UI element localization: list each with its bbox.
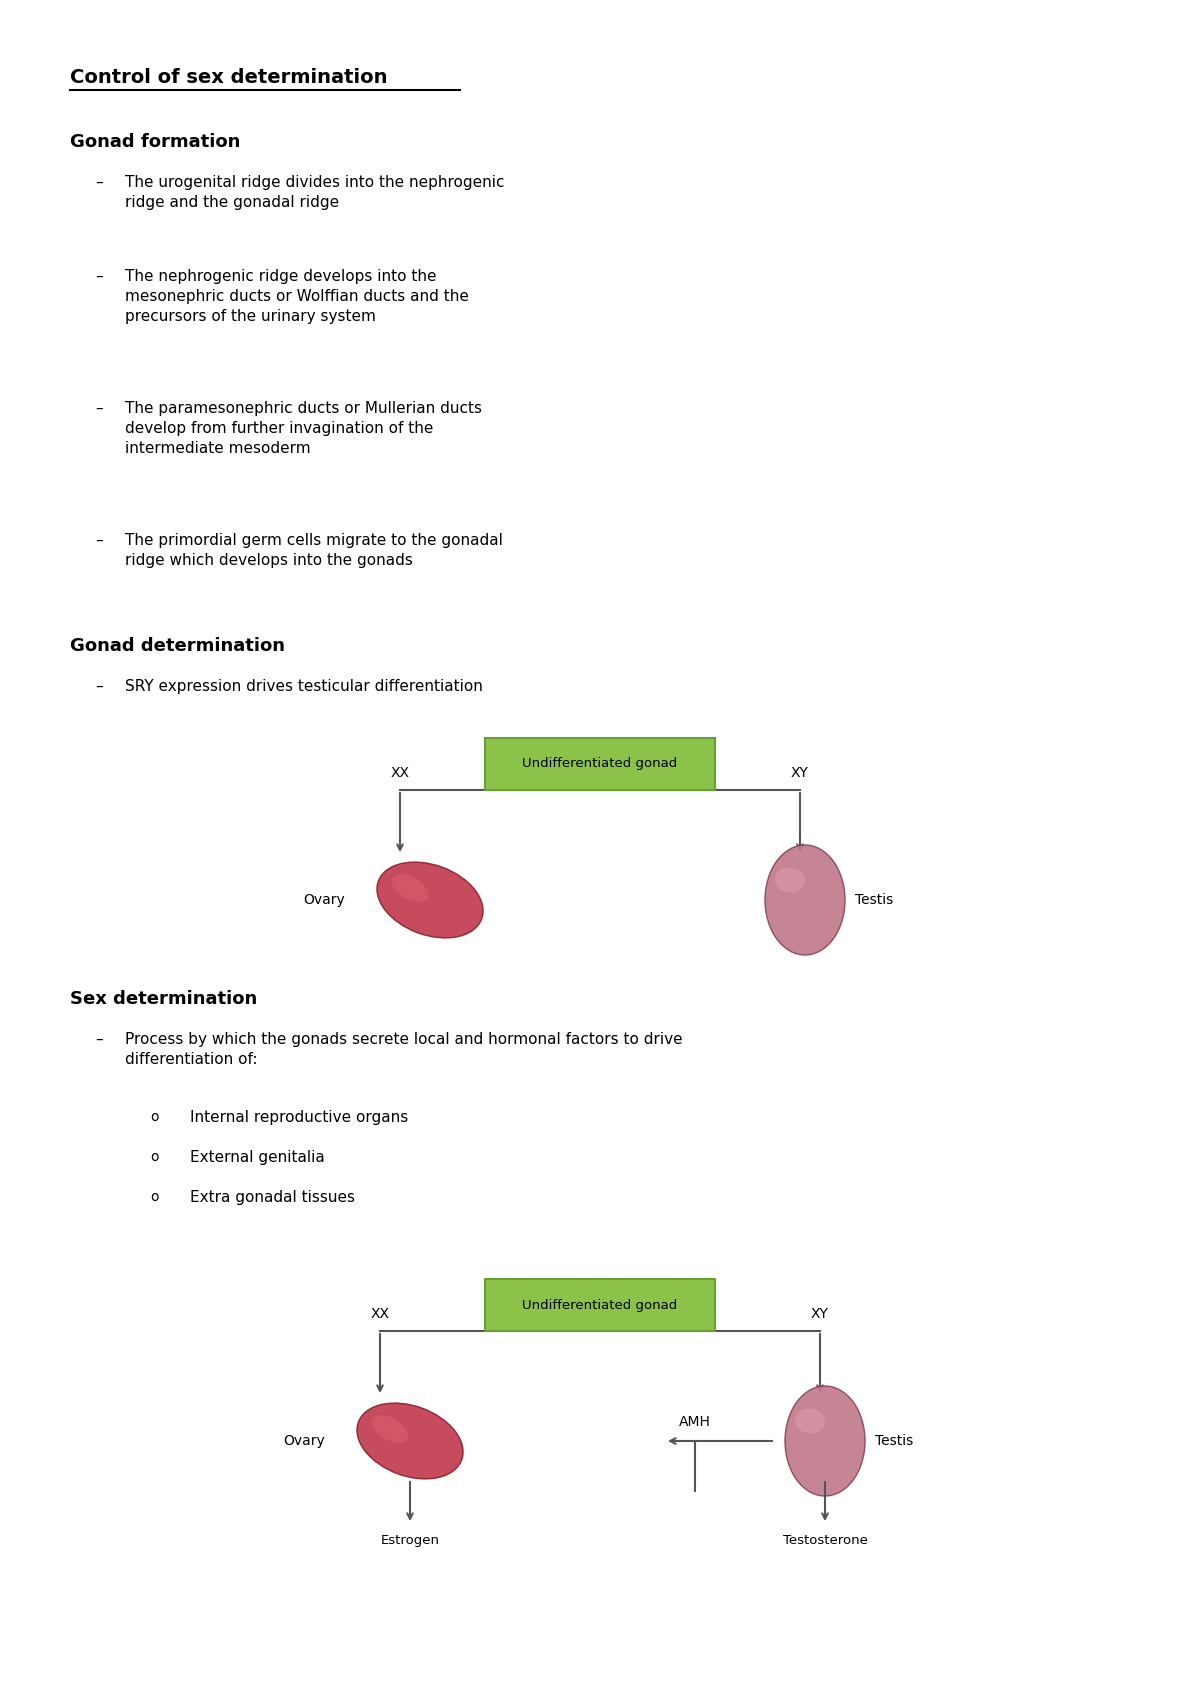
Text: The paramesonephric ducts or Mullerian ducts
develop from further invagination o: The paramesonephric ducts or Mullerian d… [125,401,482,455]
Text: Gonad formation: Gonad formation [70,132,240,151]
Text: Ovary: Ovary [304,893,346,907]
Ellipse shape [785,1386,865,1496]
Text: –: – [95,1032,103,1048]
Text: XY: XY [791,766,809,779]
Text: Testis: Testis [875,1435,913,1448]
Text: Undifferentiated gonad: Undifferentiated gonad [522,757,678,771]
FancyBboxPatch shape [485,1279,715,1331]
Text: Undifferentiated gonad: Undifferentiated gonad [522,1299,678,1311]
FancyBboxPatch shape [485,739,715,790]
Ellipse shape [356,1403,463,1479]
Text: –: – [95,175,103,190]
Text: External genitalia: External genitalia [190,1150,325,1165]
Text: Sex determination: Sex determination [70,990,257,1009]
Text: Control of sex determination: Control of sex determination [70,68,388,87]
Text: –: – [95,268,103,284]
Text: –: – [95,533,103,548]
Text: AMH: AMH [679,1414,710,1430]
Text: Process by which the gonads secrete local and hormonal factors to drive
differen: Process by which the gonads secrete loca… [125,1032,683,1066]
Text: XX: XX [390,766,409,779]
Text: Internal reproductive organs: Internal reproductive organs [190,1110,408,1126]
Text: XX: XX [371,1307,390,1321]
Ellipse shape [766,846,845,954]
Text: Extra gonadal tissues: Extra gonadal tissues [190,1190,355,1206]
Ellipse shape [377,863,484,937]
Text: XY: XY [811,1307,829,1321]
Text: o: o [150,1190,158,1204]
Ellipse shape [796,1408,824,1433]
Text: –: – [95,679,103,694]
Text: The nephrogenic ridge develops into the
mesonephric ducts or Wolffian ducts and : The nephrogenic ridge develops into the … [125,268,469,324]
Text: The urogenital ridge divides into the nephrogenic
ridge and the gonadal ridge: The urogenital ridge divides into the ne… [125,175,504,211]
Text: SRY expression drives testicular differentiation: SRY expression drives testicular differe… [125,679,482,694]
Text: o: o [150,1150,158,1165]
Ellipse shape [775,868,805,893]
Text: Testis: Testis [856,893,893,907]
Text: Gonad determination: Gonad determination [70,637,286,655]
Text: The primordial germ cells migrate to the gonadal
ridge which develops into the g: The primordial germ cells migrate to the… [125,533,503,567]
Text: –: – [95,401,103,416]
Text: Testosterone: Testosterone [782,1533,868,1547]
Ellipse shape [372,1414,408,1443]
Ellipse shape [392,874,428,902]
Text: Ovary: Ovary [283,1435,325,1448]
Text: Estrogen: Estrogen [380,1533,439,1547]
Text: o: o [150,1110,158,1124]
